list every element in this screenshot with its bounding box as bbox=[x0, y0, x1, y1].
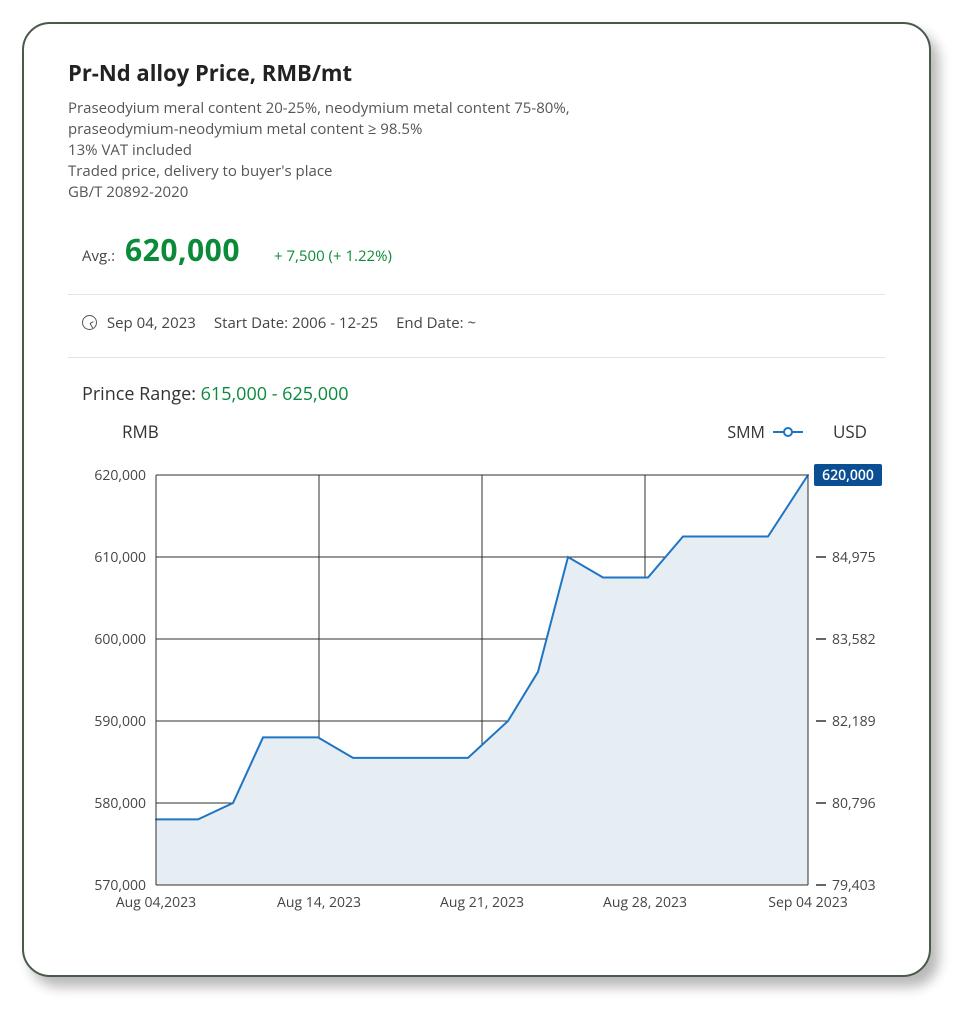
svg-text:Aug 28, 2023: Aug 28, 2023 bbox=[603, 893, 687, 912]
average-value: 620,000 bbox=[125, 229, 240, 270]
svg-text:83,582: 83,582 bbox=[832, 630, 876, 649]
svg-text:620,000: 620,000 bbox=[822, 466, 874, 485]
end-date-label: End Date: bbox=[396, 313, 464, 333]
svg-text:Aug 04,2023: Aug 04,2023 bbox=[116, 893, 196, 912]
svg-text:580,000: 580,000 bbox=[94, 794, 146, 813]
svg-text:Sep 04 2023: Sep 04 2023 bbox=[768, 893, 847, 912]
start-date-label: Start Date: bbox=[214, 313, 288, 333]
right-axis-label: USD bbox=[833, 420, 867, 443]
clock-icon bbox=[82, 315, 97, 330]
page-title: Pr-Nd alloy Price, RMB/mt bbox=[68, 58, 885, 88]
svg-text:82,189: 82,189 bbox=[832, 712, 876, 731]
svg-text:Aug 14, 2023: Aug 14, 2023 bbox=[277, 893, 361, 912]
svg-text:80,796: 80,796 bbox=[832, 794, 876, 813]
price-range-label: Prince Range: bbox=[82, 382, 196, 406]
start-date: Start Date: 2006 - 12-25 bbox=[214, 313, 378, 333]
current-date: Sep 04, 2023 bbox=[82, 313, 196, 333]
legend-swatch-icon bbox=[773, 425, 803, 439]
date-row: Sep 04, 2023 Start Date: 2006 - 12-25 En… bbox=[68, 309, 885, 347]
price-chart: 570,000580,000590,000600,000610,000620,0… bbox=[68, 445, 898, 945]
svg-text:84,975: 84,975 bbox=[832, 548, 876, 567]
chart-legend: SMM bbox=[727, 421, 803, 443]
chart-header: RMB SMM USD bbox=[68, 418, 885, 445]
current-date-text: Sep 04, 2023 bbox=[107, 313, 196, 333]
price-card: Pr-Nd alloy Price, RMB/mt Praseodyium me… bbox=[22, 22, 931, 977]
average-delta: + 7,500 (+ 1.22%) bbox=[274, 246, 392, 266]
chart-container: RMB SMM USD 570,000580,000590,000600,000… bbox=[68, 418, 885, 945]
start-date-value: 2006 - 12-25 bbox=[292, 313, 378, 333]
end-date: End Date: ~ bbox=[396, 313, 476, 333]
average-label: Avg.: bbox=[82, 246, 115, 266]
description: Praseodyium meral content 20-25%, neodym… bbox=[68, 98, 885, 203]
legend-label: SMM bbox=[727, 421, 765, 443]
price-range-value: 615,000 - 625,000 bbox=[201, 382, 349, 406]
svg-text:600,000: 600,000 bbox=[94, 630, 146, 649]
svg-text:590,000: 590,000 bbox=[94, 712, 146, 731]
average-row: Avg.: 620,000 + 7,500 (+ 1.22%) bbox=[68, 223, 885, 284]
svg-text:610,000: 610,000 bbox=[94, 548, 146, 567]
price-range-row: Prince Range: 615,000 - 625,000 bbox=[68, 372, 885, 410]
left-axis-label: RMB bbox=[122, 420, 159, 443]
divider bbox=[68, 294, 885, 295]
svg-text:620,000: 620,000 bbox=[94, 466, 146, 485]
end-date-value: ~ bbox=[468, 313, 477, 333]
svg-text:Aug 21, 2023: Aug 21, 2023 bbox=[440, 893, 524, 912]
divider bbox=[68, 357, 885, 358]
